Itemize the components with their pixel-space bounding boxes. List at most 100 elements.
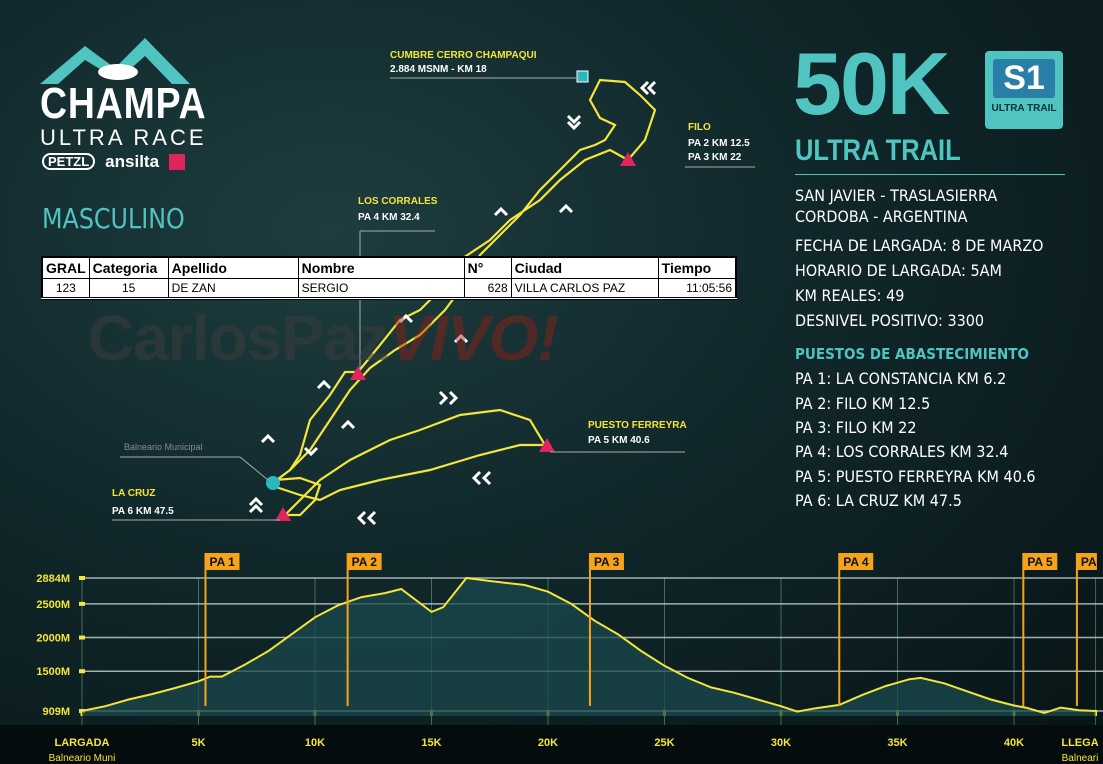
direction-chevrons-icon — [248, 80, 657, 526]
pa-marker-label: PA 3 — [594, 555, 620, 569]
y-tick-label: 2884M — [36, 573, 70, 585]
puesto-item: PA 2: FILO KM 12.5 — [795, 394, 931, 413]
header-nombre: Nombre — [297, 256, 465, 279]
start-marker-icon — [266, 476, 280, 490]
ferreyra-detail: PA 5 KM 40.6 — [588, 435, 650, 446]
filo-detail-2: PA 3 KM 22 — [688, 152, 742, 163]
x-tick-label: 15K — [421, 737, 441, 749]
puestos-title: PUESTOS DE ABASTECIMIENTO — [795, 345, 1029, 363]
pa-marker-box — [1023, 553, 1058, 570]
cell-categoria: 15 — [88, 278, 169, 300]
header-numero: N° — [463, 256, 512, 279]
cell-ciudad: VILLA CARLOS PAZ — [510, 278, 659, 300]
pa-marker-label: PA 4 — [843, 555, 869, 569]
cell-apellido: DE ZAN — [167, 278, 299, 300]
pa-marker-box — [1076, 553, 1097, 570]
x-tick-label: 40K — [1004, 737, 1024, 749]
y-tick-label: 909M — [42, 706, 70, 718]
pa-marker-icon — [350, 366, 366, 380]
lacruz-detail: PA 6 KM 47.5 — [112, 506, 174, 517]
cell-tiempo: 11:05:56 — [657, 278, 737, 300]
pa-marker-box — [589, 553, 624, 570]
summit-marker-icon — [576, 70, 589, 83]
fecha: FECHA DE LARGADA: 8 DE MARZO — [795, 236, 1044, 255]
x-tick-label: 25K — [654, 737, 674, 749]
x-tick-label: 20K — [538, 737, 558, 749]
x-tick-sublabel: Balneario Muni — [49, 753, 116, 764]
pa-marker-box — [839, 553, 874, 570]
puesto-item: PA 4: LOS CORRALES KM 32.4 — [795, 442, 1009, 461]
km-reales: KM REALES: 49 — [795, 286, 905, 305]
category-title: MASCULINO — [42, 202, 185, 235]
y-tick — [79, 576, 85, 580]
sponsors: PETZL ansilta — [42, 152, 186, 171]
axis-band — [0, 725, 1103, 764]
puesto-item: PA 6: LA CRUZ KM 47.5 — [795, 491, 962, 510]
table-header-row: GRAL Categoria Apellido Nombre N° Ciudad… — [41, 256, 737, 279]
ferreyra-label: PUESTO FERREYRA — [588, 420, 687, 431]
header-ciudad: Ciudad — [510, 256, 659, 279]
header-categoria: Categoria — [88, 256, 169, 279]
desnivel: DESNIVEL POSITIVO: 3300 — [795, 311, 985, 330]
divider — [795, 174, 1065, 175]
elevation-area — [82, 578, 1096, 716]
location-1: SAN JAVIER - TRASLASIERRA — [795, 186, 998, 205]
pa-marker-icon — [539, 438, 555, 452]
lacruz-label: LA CRUZ — [112, 488, 156, 499]
x-tick-label: LLEGA — [1061, 737, 1098, 749]
cumbre-detail: 2.884 MSNM - KM 18 — [390, 64, 487, 75]
header-tiempo: Tiempo — [657, 256, 737, 279]
pa-marker-icon — [275, 507, 291, 521]
x-tick-sublabel: Balneari — [1062, 753, 1099, 764]
elevation-profile-chart: 909M 1500M 2000M 2500M 2884M LARGADA Balneario… — [0, 553, 1103, 764]
header-apellido: Apellido — [167, 256, 299, 279]
pa-marker-box — [347, 553, 382, 570]
corrales-label: LOS CORRALES — [358, 196, 438, 207]
pa-marker-label: PA 5 — [1027, 555, 1053, 569]
horario: HORARIO DE LARGADA: 5AM — [795, 261, 1002, 280]
location-2: CORDOBA - ARGENTINA — [795, 207, 968, 226]
cell-gral: 123 — [41, 278, 90, 300]
mountain-logo-icon — [40, 38, 190, 84]
y-tick — [79, 601, 85, 606]
y-tick-label: 2000M — [36, 633, 70, 645]
puesto-item: PA 3: FILO KM 22 — [795, 418, 917, 437]
race-distance: 50K — [793, 34, 950, 133]
pa-marker-box — [205, 553, 240, 570]
x-tick-label: 30K — [771, 737, 791, 749]
puesto-item: PA 1: LA CONSTANCIA KM 6.2 — [795, 369, 1007, 388]
filo-label: FILO — [688, 122, 711, 133]
y-tick — [79, 669, 85, 674]
corrales-detail: PA 4 KM 32.4 — [358, 212, 420, 223]
sponsor-petzl: PETZL — [42, 153, 96, 170]
trail-map — [112, 70, 755, 526]
watermark: CarlosPazVIVO! — [88, 302, 559, 374]
y-tick — [79, 635, 85, 640]
x-tick-label: LARGADA — [55, 737, 110, 749]
y-tick-label: 2500M — [36, 599, 70, 611]
pa-marker-label: PA — [1081, 555, 1097, 569]
logo-subtitle: ULTRA RACE — [40, 125, 207, 150]
ansilta-icon — [169, 153, 186, 170]
pa-marker-label: PA 2 — [352, 555, 378, 569]
cell-numero: 628 — [463, 278, 512, 300]
sponsor-ansilta: ansilta — [105, 152, 160, 171]
cell-nombre: SERGIO — [297, 278, 465, 300]
elevation-line — [81, 576, 1096, 715]
logo-title: CHAMPA — [40, 79, 207, 128]
race-type: ULTRA TRAIL — [795, 134, 961, 167]
puesto-item: PA 5: PUESTO FERREYRA KM 40.6 — [795, 467, 1036, 486]
filo-detail-1: PA 2 KM 12.5 — [688, 138, 750, 149]
results-table: GRAL Categoria Apellido Nombre N° Ciudad… — [41, 256, 737, 300]
x-tick-label: 10K — [305, 737, 325, 749]
x-tick-label: 5K — [191, 737, 205, 749]
pa-marker-icon — [620, 152, 636, 166]
pa-marker-label: PA 1 — [209, 555, 235, 569]
cumbre-label: CUMBRE CERRO CHAMPAQUI — [390, 50, 537, 61]
s1-badge: S1 ULTRA TRAIL — [985, 51, 1063, 129]
table-row: 123 15 DE ZAN SERGIO 628 VILLA CARLOS PA… — [41, 278, 737, 300]
balneario-label: Balneario Municipal — [124, 442, 203, 452]
x-tick-label: 35K — [887, 737, 907, 749]
y-tick-label: 1500M — [36, 666, 70, 678]
header-gral: GRAL — [41, 256, 90, 279]
